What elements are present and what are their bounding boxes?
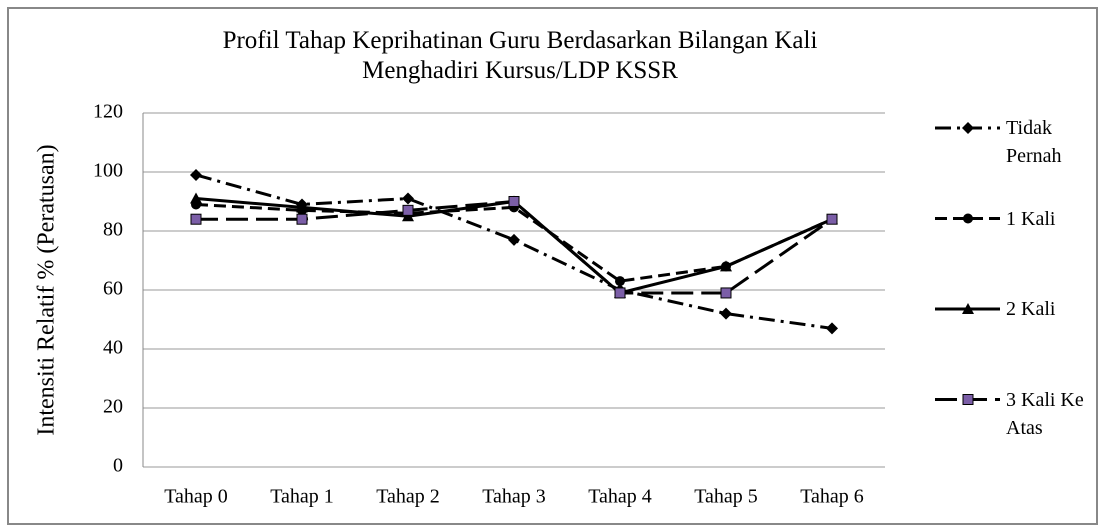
y-tick-label: 0 — [113, 455, 123, 477]
chart-title: Profil Tahap Keprihatinan Guru Berdasark… — [222, 27, 818, 84]
point-marker — [508, 233, 520, 246]
point-marker — [296, 213, 308, 225]
y-tick-label: 80 — [103, 219, 123, 241]
legend-label: Tidak Pernah — [1006, 117, 1062, 167]
y-tick-label: 60 — [103, 278, 123, 300]
legend-label: 3 Kali Ke Atas — [1006, 388, 1084, 439]
point-marker — [826, 322, 838, 335]
x-tick-label: Tahap 6 — [800, 486, 864, 508]
legend-marker — [963, 213, 973, 224]
x-tick-label: Tahap 0 — [164, 486, 228, 508]
x-tick-label: Tahap 3 — [482, 486, 546, 508]
point-marker — [826, 213, 838, 225]
y-tick-label: 40 — [103, 337, 123, 359]
y-tick-label: 20 — [103, 396, 123, 418]
point-marker — [402, 192, 414, 205]
point-marker — [402, 204, 414, 216]
legend-marker — [962, 122, 974, 134]
point-marker — [720, 307, 732, 320]
point-marker — [190, 192, 202, 204]
legend-marker — [962, 303, 974, 314]
point-marker — [615, 276, 625, 287]
chart-frame — [7, 7, 1098, 525]
point-marker — [296, 201, 308, 213]
point-marker — [614, 287, 626, 299]
x-tick-label: Tahap 5 — [694, 486, 758, 508]
y-tick-label: 100 — [93, 160, 123, 182]
y-tick-label: 120 — [93, 101, 123, 123]
point-marker — [720, 287, 732, 299]
legend-label: 2 Kali — [1006, 298, 1056, 320]
point-marker — [720, 260, 732, 272]
point-marker — [190, 168, 202, 181]
x-tick-label: Tahap 1 — [270, 486, 334, 508]
x-tick-label: Tahap 2 — [376, 486, 440, 508]
x-tick-label: Tahap 4 — [588, 486, 652, 508]
legend-marker — [962, 394, 974, 405]
legend-label: 1 Kali — [1006, 207, 1056, 230]
y-axis-title: Intensiti Relatif % (Peratusan) — [34, 144, 60, 435]
point-marker — [190, 213, 202, 225]
point-marker — [508, 196, 520, 207]
